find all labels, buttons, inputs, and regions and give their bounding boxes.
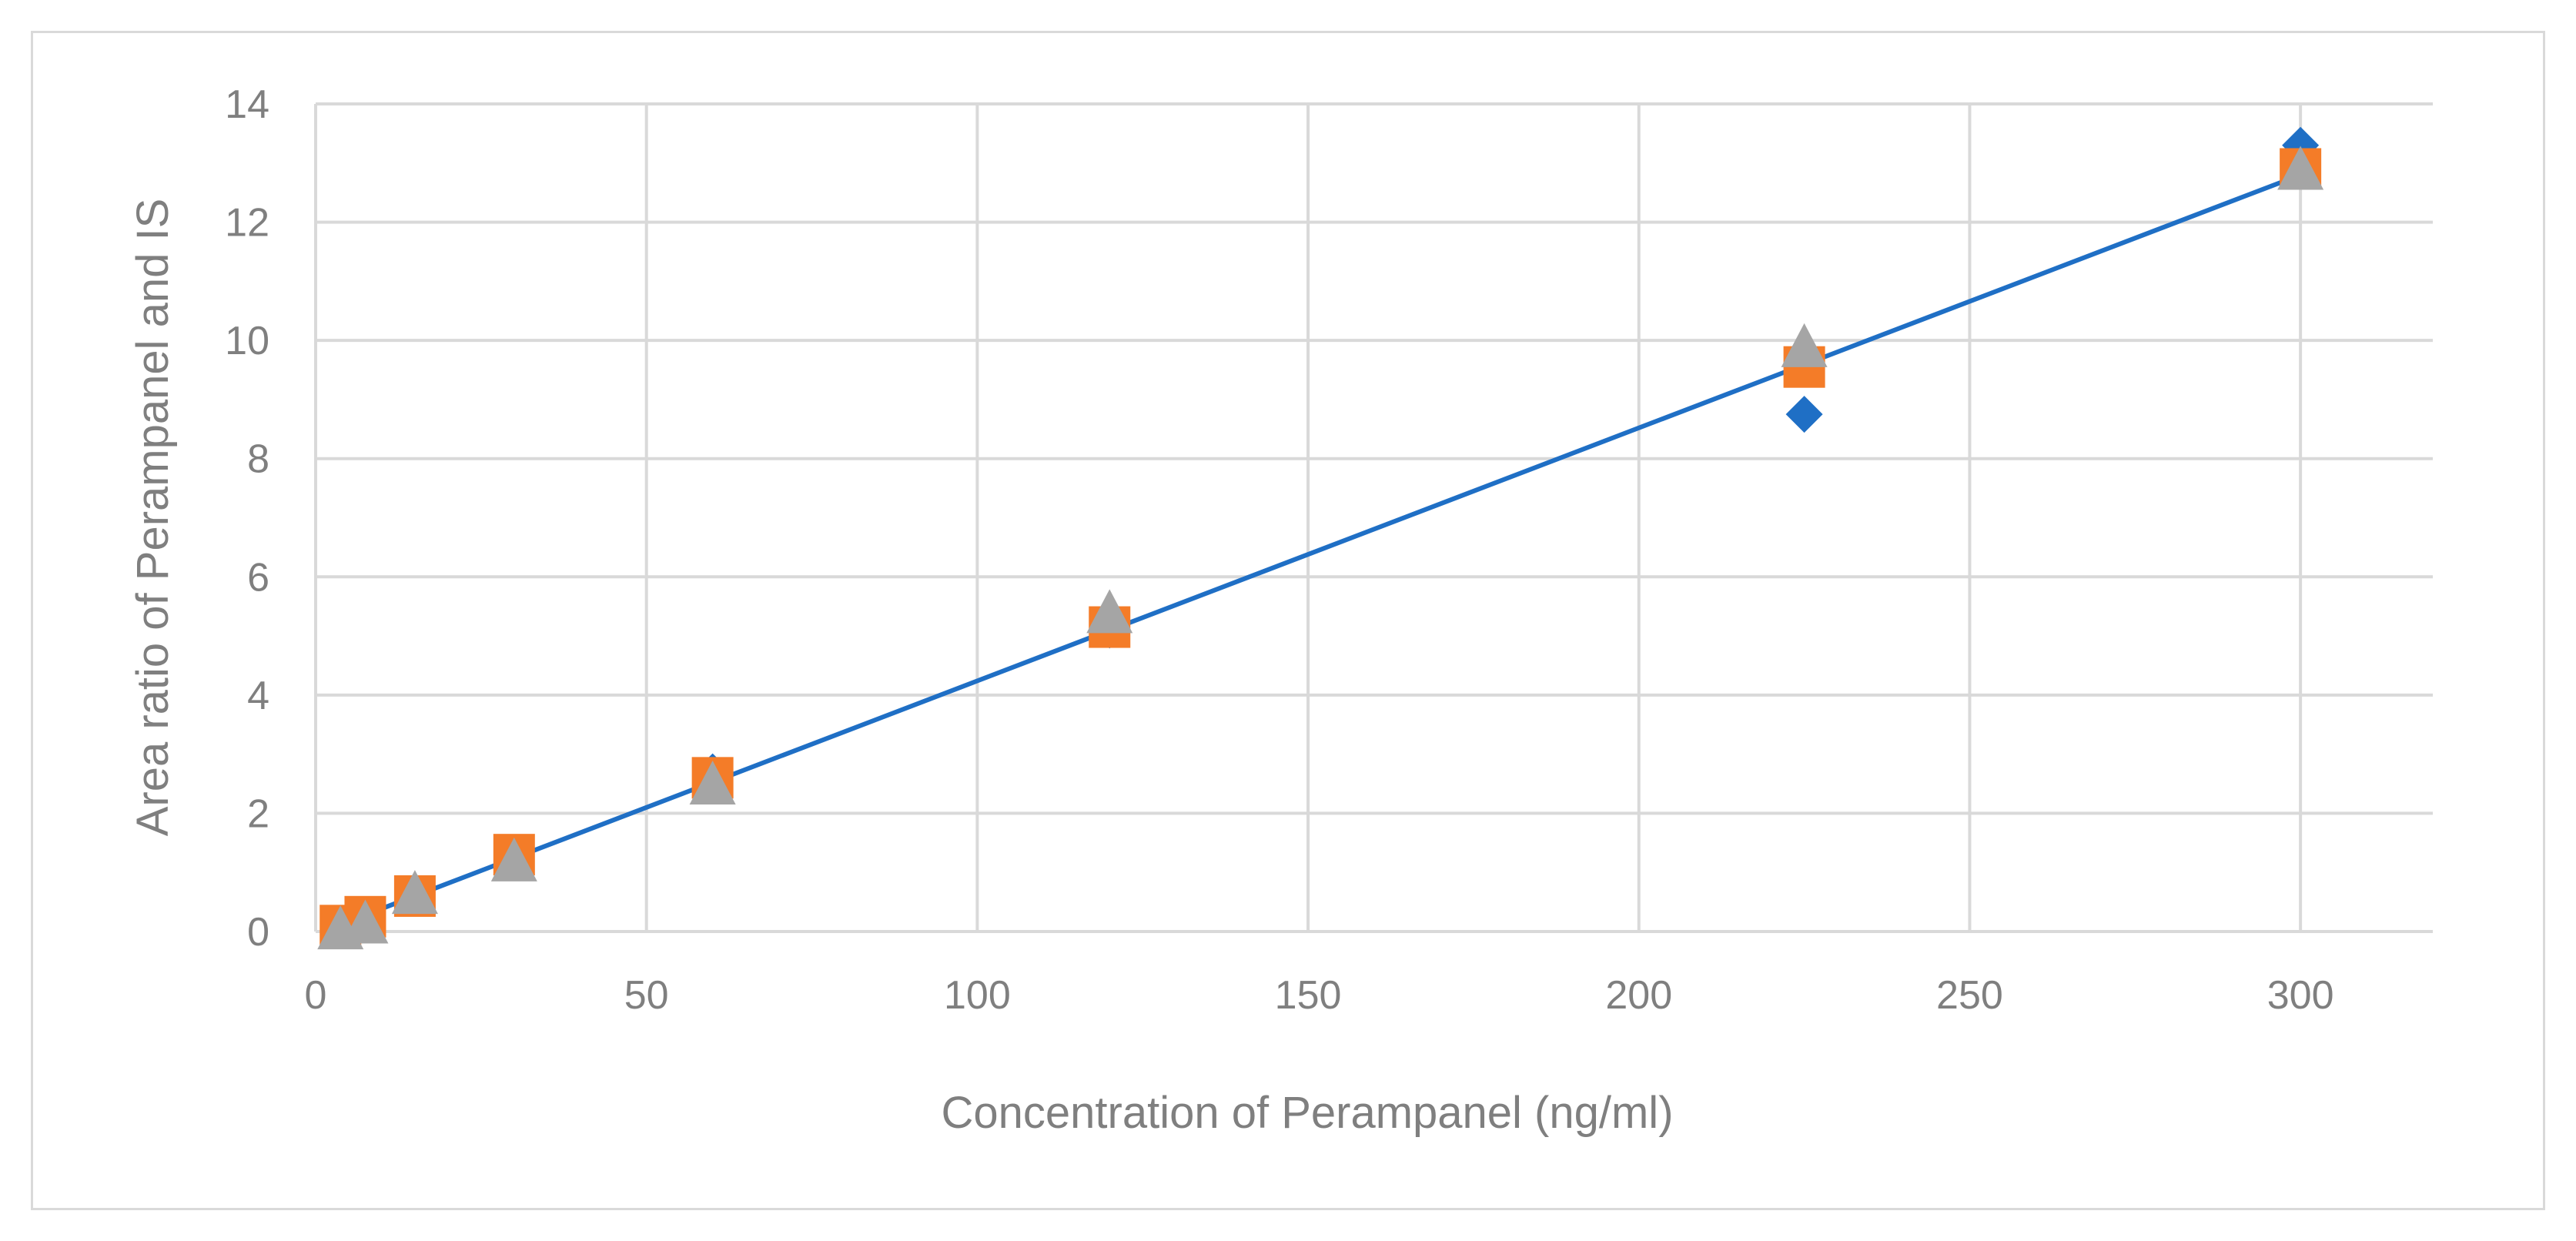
y-axis-title: Area ratio of Perampanel and IS [128, 199, 178, 837]
y-tick-label: 8 [247, 437, 269, 482]
x-tick-label: 250 [1936, 973, 2003, 1018]
trendline [340, 172, 2302, 927]
y-tick-label: 0 [247, 910, 269, 955]
triangle-marker [2277, 146, 2324, 190]
x-tick-label: 0 [305, 973, 327, 1018]
triangle-marker [391, 870, 438, 915]
y-tick-label: 4 [247, 674, 269, 718]
x-tick-label: 50 [624, 973, 669, 1018]
y-tick-label: 10 [225, 319, 269, 363]
triangle-marker [490, 837, 537, 881]
diamond-marker [1785, 396, 1823, 433]
y-tick-label: 6 [247, 555, 269, 600]
triangle-marker [1781, 323, 1828, 367]
y-tick-label: 2 [247, 791, 269, 836]
x-axis-title: Concentration of Perampanel (ng/ml) [941, 1088, 1673, 1138]
triangle-marker [689, 761, 736, 805]
x-tick-label: 300 [2267, 973, 2334, 1018]
x-tick-label: 150 [1275, 973, 1342, 1018]
trendline-group [340, 172, 2302, 927]
chart-frame [31, 31, 2545, 1210]
triangle-marker [342, 899, 389, 944]
tick-labels: 0 2 4 6 8 10 12 14 0 50 100 150 200 250 300 [225, 82, 2333, 1018]
x-tick-label: 200 [1605, 973, 1672, 1018]
data-markers [317, 126, 2324, 950]
y-tick-label: 14 [225, 82, 269, 127]
triangle-marker [1086, 589, 1133, 634]
grid-lines [314, 102, 2433, 933]
x-tick-label: 100 [944, 973, 1011, 1018]
y-tick-label: 12 [225, 201, 269, 246]
